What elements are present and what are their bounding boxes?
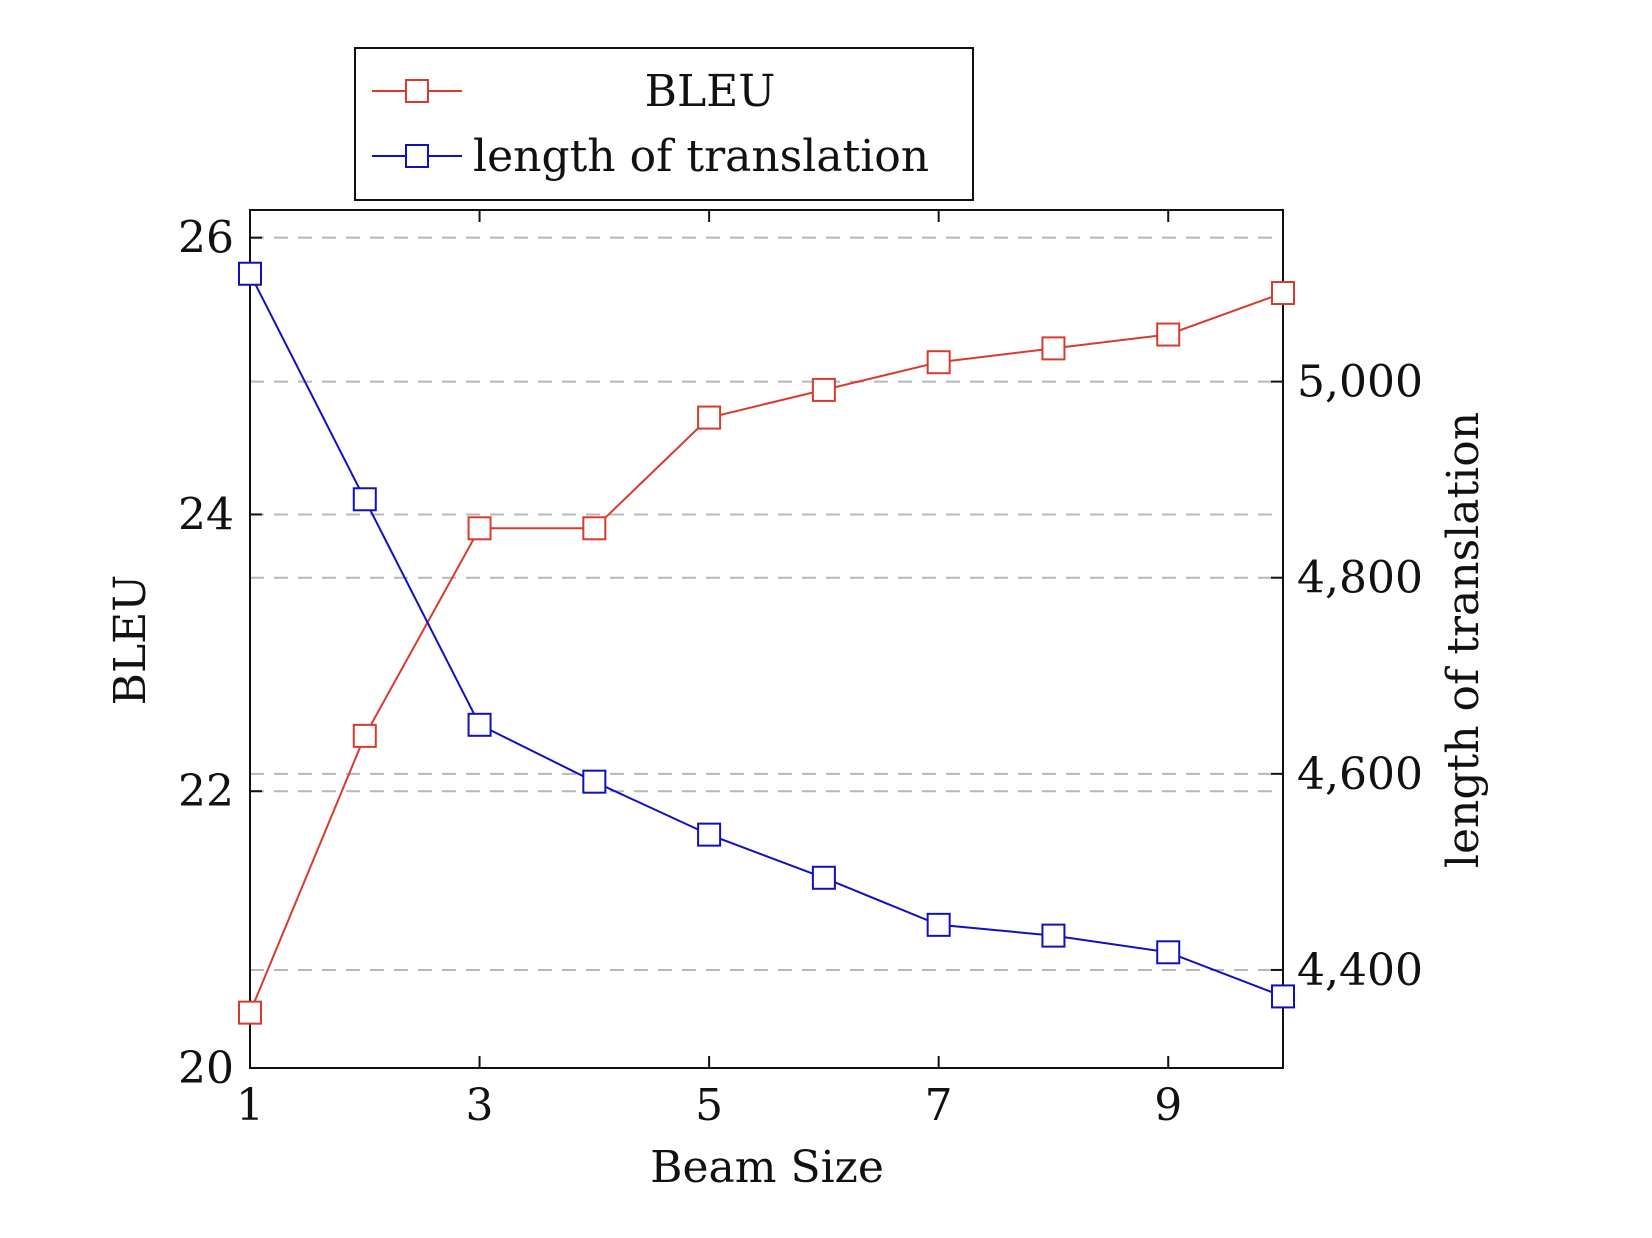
legend-box — [354, 47, 974, 201]
data-point-bleu-8 — [1041, 336, 1066, 361]
x-tick-label-1: 3 — [466, 1080, 494, 1131]
left-y-tick-label-2: 24 — [178, 489, 234, 540]
right-y-ticks: 4,400 4,600 4,800 5,000 — [1271, 357, 1423, 996]
right-y-tick-label-3: 5,000 — [1297, 357, 1423, 408]
legend-entry-bleu: BLEU — [372, 66, 775, 117]
left-y-tick-label-1: 22 — [178, 766, 234, 817]
grid-lines — [250, 236, 1283, 1069]
data-point-bleu-1 — [238, 1000, 262, 1025]
data-point-bleu-10 — [1271, 281, 1295, 306]
data-point-length-4 — [582, 769, 607, 794]
data-point-length-10 — [1271, 984, 1295, 1009]
data-point-bleu-2 — [352, 723, 377, 748]
right-y-tick-label-2: 4,800 — [1297, 553, 1423, 604]
x-axis-title: Beam Size — [650, 1142, 884, 1193]
data-point-bleu-6 — [811, 377, 836, 402]
right-y-axis-title: length of translation — [1438, 412, 1489, 868]
right-y-tick-label-0: 4,400 — [1297, 945, 1423, 996]
left-y-tick-label-0: 20 — [178, 1043, 234, 1094]
x-tick-label-0: 1 — [236, 1080, 264, 1131]
x-tick-label-2: 5 — [695, 1080, 723, 1131]
data-point-length-7 — [926, 912, 951, 937]
data-point-bleu-3 — [467, 516, 492, 541]
data-point-length-2 — [352, 487, 377, 512]
legend-label-length: length of translation — [473, 131, 929, 182]
legend-swatch-marker-bleu — [405, 79, 429, 103]
data-point-length-8 — [1041, 923, 1066, 948]
x-ticks: 1 3 5 7 9 — [236, 210, 1182, 1131]
data-point-bleu-4 — [582, 516, 607, 541]
legend-label-bleu: BLEU — [645, 66, 776, 117]
left-y-ticks: 20 22 24 26 — [178, 213, 262, 1094]
left-y-axis-title: BLEU — [105, 575, 156, 706]
data-point-length-3 — [467, 712, 492, 737]
series-length — [238, 261, 1295, 1009]
data-point-bleu-7 — [926, 350, 951, 375]
legend-entry-length: length of translation — [372, 131, 929, 182]
x-tick-label-3: 7 — [925, 1080, 953, 1131]
data-point-bleu-9 — [1156, 322, 1181, 347]
left-y-tick-label-3: 26 — [178, 213, 234, 264]
legend-swatch-marker-length — [405, 144, 429, 168]
legend: BLEU length of translation — [354, 47, 974, 201]
x-tick-label-4: 9 — [1154, 1080, 1182, 1131]
series-bleu — [238, 281, 1295, 1025]
plot-frame — [249, 209, 1284, 1069]
series-layer — [238, 261, 1295, 1025]
series-line-bleu — [249, 292, 1284, 1013]
series-line-length — [249, 273, 1284, 998]
data-point-length-9 — [1156, 940, 1181, 965]
data-point-length-6 — [811, 865, 836, 890]
data-point-length-5 — [697, 822, 722, 847]
data-point-bleu-5 — [697, 405, 722, 430]
data-point-length-1 — [238, 261, 262, 286]
right-y-tick-label-1: 4,600 — [1297, 749, 1423, 800]
